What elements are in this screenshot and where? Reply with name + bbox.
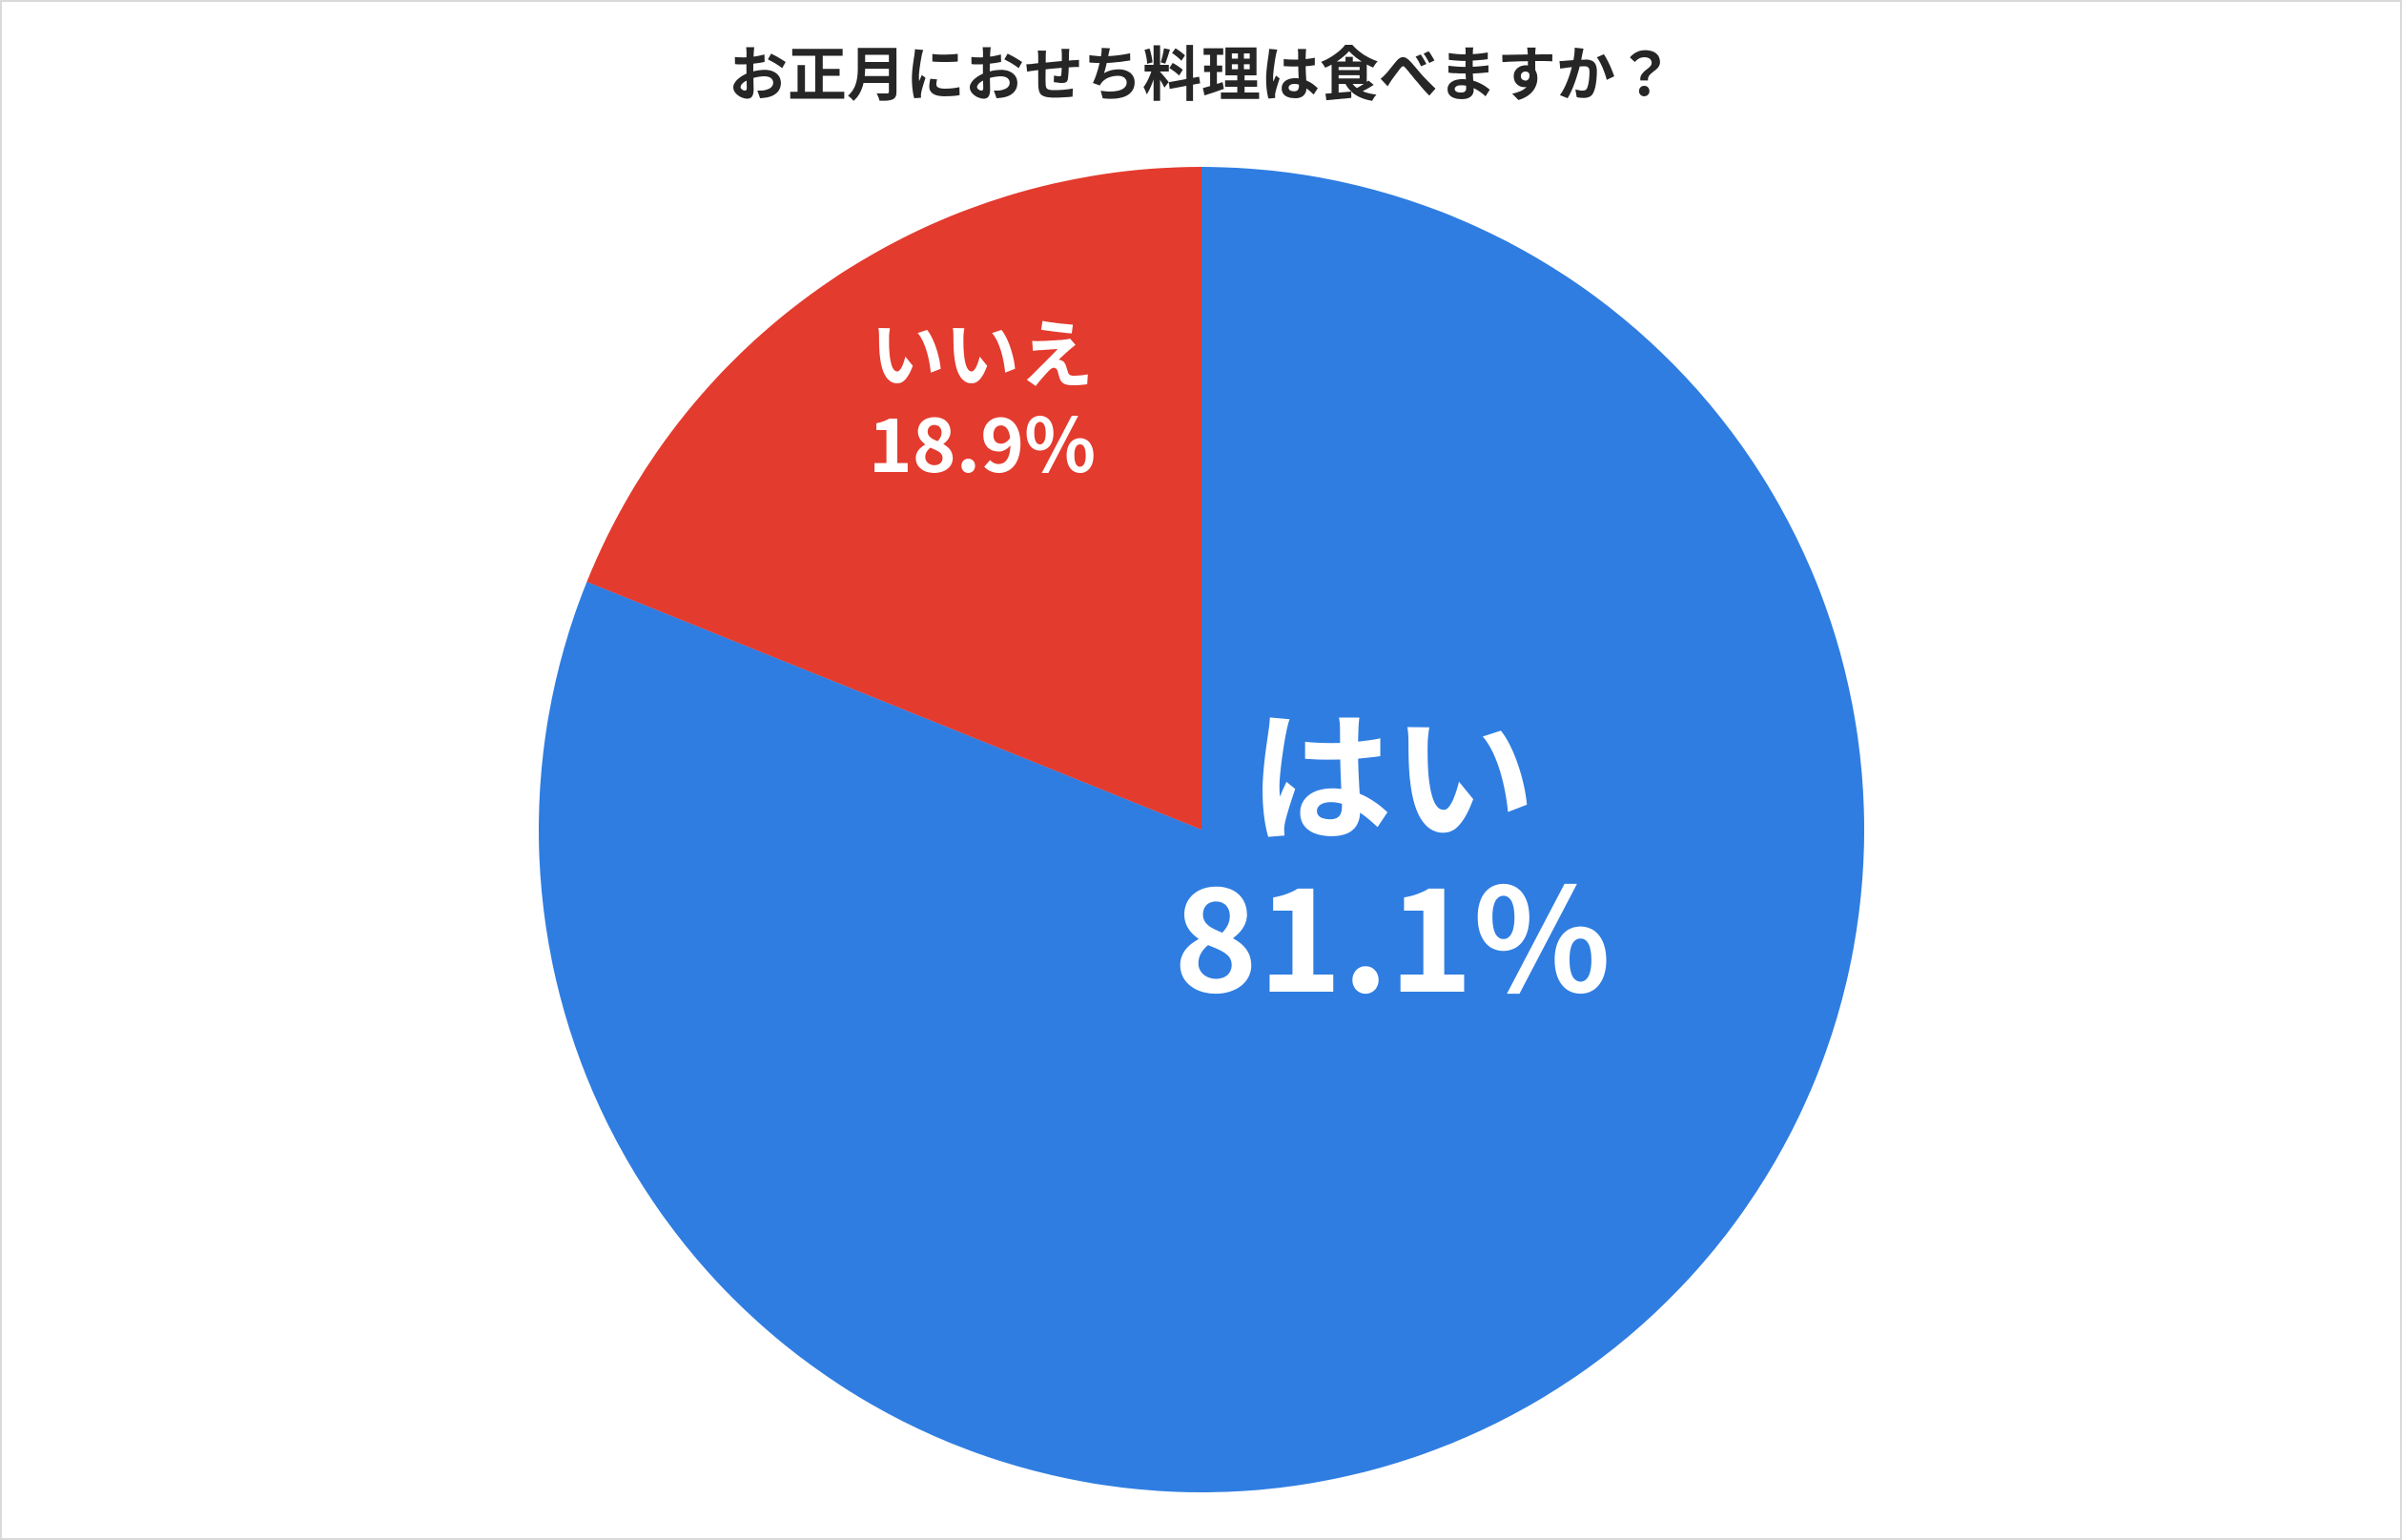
chart-title: お正月におせち料理は食べますか？ <box>729 27 1674 113</box>
slice-percentage: 81.1% <box>1174 827 1612 1034</box>
slice-percentage: 18.9% <box>869 387 1097 494</box>
pie-chart-container: お正月におせち料理は食べますか？はい81.1%いいえ18.9% <box>0 0 2402 1540</box>
pie-chart-svg: お正月におせち料理は食べますか？はい81.1%いいえ18.9% <box>0 0 2402 1540</box>
